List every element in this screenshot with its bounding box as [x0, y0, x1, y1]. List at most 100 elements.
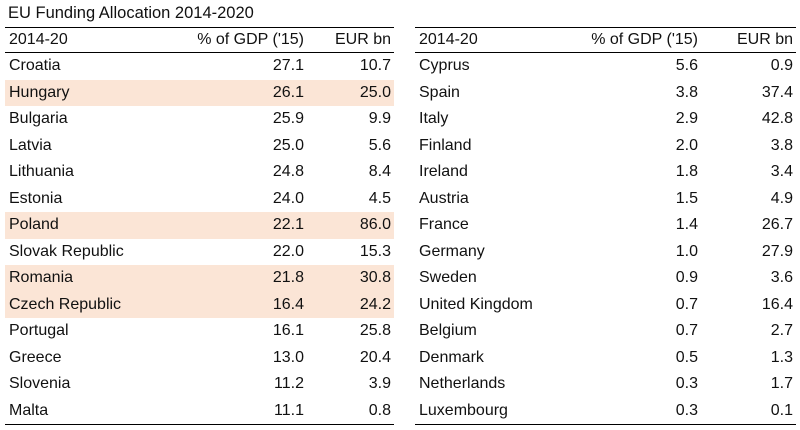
country-name: Bulgaria — [9, 110, 68, 128]
country-name: Denmark — [419, 348, 484, 366]
table-row: Malta 11.1 0.8 — [5, 397, 394, 425]
gdp-share-value: 1.4 — [675, 216, 698, 234]
eur-bn-value: 5.6 — [368, 136, 391, 154]
eur-bn-value: 0.9 — [770, 57, 793, 75]
table-row: Italy 2.9 42.8 — [415, 106, 796, 133]
eur-bn-value: 10.7 — [359, 57, 391, 75]
country-name: Lithuania — [9, 163, 74, 181]
eur-bn-value: 3.6 — [770, 269, 793, 287]
table-row: Slovenia 11.2 3.9 — [5, 371, 394, 398]
gdp-share-value: 26.1 — [178, 79, 304, 106]
gdp-share-value: 13.0 — [272, 348, 304, 366]
table-header-row: 2014-20 % of GDP ('15) EUR bn — [5, 27, 394, 53]
gdp-share-value: 24.8 — [272, 163, 304, 181]
country-name: Malta — [5, 397, 178, 425]
eur-bn-value: 1.7 — [770, 375, 793, 393]
eur-bn-value: 26.7 — [761, 216, 793, 234]
funding-table-left: 2014-20 % of GDP ('15) EUR bn Croatia 27.… — [5, 27, 394, 425]
eur-bn-value: 0.8 — [304, 397, 394, 425]
gdp-share-value: 16.1 — [272, 322, 304, 340]
column-header-eur: EUR bn — [304, 27, 394, 53]
table-row: Slovak Republic 22.0 15.3 — [5, 239, 394, 266]
column-header-eur: EUR bn — [698, 27, 796, 53]
country-name: Finland — [419, 136, 472, 154]
table-row-highlighted: Czech Republic 16.4 24.2 — [5, 291, 394, 318]
country-name: Latvia — [9, 136, 52, 154]
country-name: Romania — [5, 265, 178, 292]
country-name: Poland — [5, 212, 178, 239]
eur-bn-value: 8.4 — [368, 163, 391, 181]
gdp-share-value: 1.0 — [675, 242, 698, 260]
eur-bn-value: 16.4 — [761, 295, 793, 313]
eur-bn-value: 27.9 — [761, 242, 793, 260]
eur-bn-value: 1.3 — [770, 348, 793, 366]
eur-bn-value: 4.9 — [770, 189, 793, 207]
gdp-share-value: 0.9 — [675, 269, 698, 287]
country-name: United Kingdom — [419, 295, 533, 313]
gdp-share-value: 0.7 — [675, 295, 698, 313]
table-row: Croatia 27.1 10.7 — [5, 53, 394, 80]
gdp-share-value: 27.1 — [272, 57, 304, 75]
table-row: Estonia 24.0 4.5 — [5, 186, 394, 213]
country-name: Germany — [419, 242, 485, 260]
country-name: Czech Republic — [5, 291, 178, 318]
table-body-left: Croatia 27.1 10.7 Hungary 26.1 25.0 Bulgaria 25… — [5, 53, 394, 425]
table-row: Germany 1.0 27.9 — [415, 239, 796, 266]
table-row: Luxembourg 0.3 0.1 — [415, 397, 796, 425]
eur-bn-value: 15.3 — [359, 242, 391, 260]
gdp-share-value: 11.1 — [178, 397, 304, 425]
gdp-share-value: 11.2 — [274, 375, 304, 393]
gdp-share-value: 2.9 — [675, 110, 698, 128]
gdp-share-value: 21.8 — [178, 265, 304, 292]
table-row: Finland 2.0 3.8 — [415, 133, 796, 160]
table-row: France 1.4 26.7 — [415, 212, 796, 239]
eur-bn-value: 20.4 — [359, 348, 391, 366]
eur-bn-value: 0.1 — [698, 397, 796, 425]
table-row: Netherlands 0.3 1.7 — [415, 371, 796, 398]
country-name: Italy — [419, 110, 449, 128]
gdp-share-value: 1.5 — [675, 189, 698, 207]
eur-bn-value: 30.8 — [304, 265, 394, 292]
table-row: United Kingdom 0.7 16.4 — [415, 292, 796, 319]
table-row-highlighted: Hungary 26.1 25.0 — [5, 79, 394, 106]
table-row: Ireland 1.8 3.4 — [415, 159, 796, 186]
country-name: Sweden — [419, 269, 477, 287]
country-name: France — [419, 216, 469, 234]
gdp-share-value: 3.8 — [675, 83, 698, 101]
gdp-share-value: 24.0 — [272, 189, 304, 207]
country-name: Estonia — [9, 189, 63, 207]
table-row: Cyprus 5.6 0.9 — [415, 53, 796, 80]
eur-bn-value: 86.0 — [304, 212, 394, 239]
table-row: Belgium 0.7 2.7 — [415, 318, 796, 345]
country-name: Ireland — [419, 163, 468, 181]
country-name: Luxembourg — [415, 397, 586, 425]
country-name: Slovenia — [9, 375, 71, 393]
gdp-share-value: 25.0 — [272, 136, 304, 154]
gdp-share-value: 2.0 — [675, 136, 698, 154]
country-name: Netherlands — [419, 375, 506, 393]
gdp-share-value: 5.6 — [675, 57, 698, 75]
gdp-share-value: 0.3 — [675, 375, 698, 393]
column-header-gdp: % of GDP ('15) — [178, 27, 304, 53]
eur-bn-value: 9.9 — [368, 110, 391, 128]
column-header-gdp: % of GDP ('15) — [586, 27, 698, 53]
table-row: Austria 1.5 4.9 — [415, 186, 796, 213]
eur-bn-value: 42.8 — [761, 110, 793, 128]
country-name: Austria — [419, 189, 469, 207]
gdp-share-value: 0.5 — [675, 348, 698, 366]
eur-bn-value: 3.9 — [368, 375, 391, 393]
country-name: Greece — [9, 348, 62, 366]
funding-table-right: 2014-20 % of GDP ('15) EUR bn Cyprus 5.6 0… — [415, 27, 796, 425]
eur-bn-value: 2.7 — [770, 322, 793, 340]
page-title: EU Funding Allocation 2014-2020 — [8, 4, 254, 22]
table-row: Spain 3.8 37.4 — [415, 80, 796, 107]
country-name: Belgium — [419, 322, 477, 340]
gdp-share-value: 0.7 — [675, 322, 698, 340]
country-name: Hungary — [5, 79, 178, 106]
eur-bn-value: 37.4 — [761, 83, 793, 101]
table-row-highlighted: Poland 22.1 86.0 — [5, 212, 394, 239]
country-name: Cyprus — [419, 57, 470, 75]
country-name: Portugal — [9, 322, 69, 340]
table-row: Greece 13.0 20.4 — [5, 345, 394, 372]
